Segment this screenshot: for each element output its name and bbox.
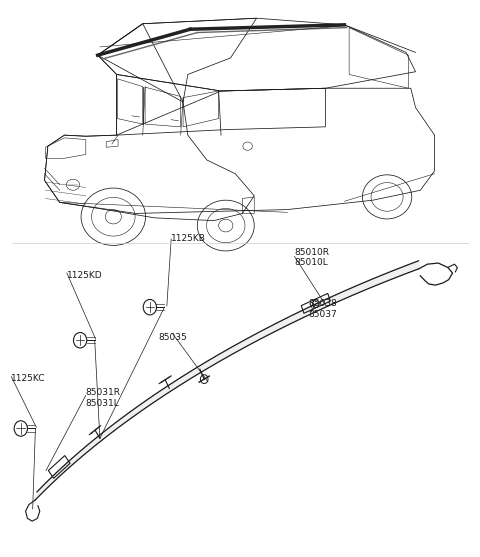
Text: 85038
85037: 85038 85037: [309, 299, 337, 319]
Text: 1125KB: 1125KB: [171, 234, 206, 243]
Text: 85031R
85031L: 85031R 85031L: [86, 388, 121, 408]
Text: 1125KD: 1125KD: [67, 271, 102, 280]
Text: 85035: 85035: [158, 333, 187, 342]
Text: 1125KC: 1125KC: [12, 374, 46, 383]
Polygon shape: [35, 261, 420, 500]
Text: 85010R
85010L: 85010R 85010L: [295, 248, 330, 267]
